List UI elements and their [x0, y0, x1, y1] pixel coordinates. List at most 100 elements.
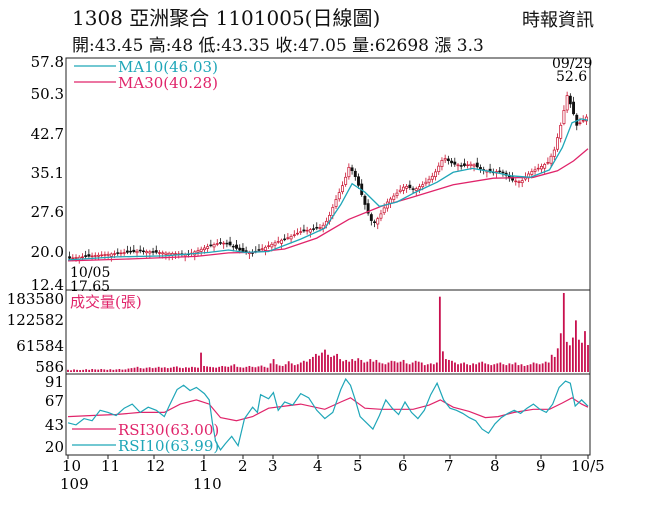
volume-bar: [106, 369, 109, 372]
candle-body: [572, 101, 576, 115]
candle-body: [74, 257, 78, 259]
volume-panel-title: 成交量(張): [70, 293, 142, 311]
volume-bar: [245, 366, 248, 372]
candle-body: [424, 181, 428, 185]
volume-bar: [390, 360, 393, 372]
price-ytick: 57.8: [31, 53, 64, 71]
candle-body: [299, 231, 303, 233]
ma10-legend-label: MA10(46.03): [118, 58, 218, 76]
candle-body: [552, 149, 556, 157]
volume-bar: [584, 331, 586, 372]
candle-body: [414, 188, 418, 191]
candle-body: [421, 184, 425, 188]
volume-bar: [550, 354, 553, 372]
volume-bar: [532, 362, 535, 372]
candle-body: [225, 242, 229, 245]
candle-body: [87, 254, 91, 257]
candle-body: [312, 228, 316, 230]
price-ytick: 12.4: [31, 276, 64, 294]
volume-bar: [478, 362, 481, 372]
volume-bar: [321, 352, 323, 372]
candle-body: [401, 186, 405, 191]
volume-bar: [188, 367, 190, 372]
volume-bar: [203, 365, 205, 372]
candle-body: [382, 207, 386, 214]
candle-body: [450, 160, 454, 164]
candle-body: [549, 155, 553, 164]
volume-bar: [414, 360, 417, 372]
volume-bar: [136, 366, 139, 372]
volume-bar: [393, 361, 396, 372]
volume-bar: [575, 320, 577, 372]
volume-bar: [224, 366, 227, 372]
price-ytick: 42.7: [31, 125, 64, 143]
candle-body: [408, 184, 412, 188]
candle-body: [80, 256, 84, 259]
x-month-label: 11: [101, 457, 120, 475]
volume-bar: [160, 367, 163, 372]
high-value-annotation: 52.6: [556, 69, 587, 85]
candle-body: [235, 244, 238, 249]
price-ytick: 27.6: [31, 203, 64, 221]
volume-bar: [91, 368, 94, 372]
volume-bar: [451, 360, 453, 372]
candle-body: [276, 241, 280, 243]
volume-bar: [475, 364, 478, 372]
candle-body: [260, 248, 264, 250]
volume-bar: [275, 364, 278, 372]
volume-bar: [435, 362, 438, 372]
volume-bar: [157, 366, 160, 372]
candle-body: [514, 180, 518, 183]
volume-bar: [239, 367, 242, 372]
volume-bar: [73, 369, 75, 372]
volume-bar: [327, 354, 329, 372]
volume-bar: [556, 348, 559, 372]
candle-body: [215, 243, 219, 245]
volume-bar: [281, 365, 284, 372]
candle-body: [440, 160, 444, 167]
volume-bar: [502, 364, 505, 372]
volume-bar: [230, 365, 233, 372]
price-ytick: 35.1: [31, 164, 64, 182]
volume-bar: [487, 364, 490, 372]
volume-bar: [405, 363, 408, 372]
volume-bar: [366, 361, 369, 372]
candle-body: [395, 192, 399, 196]
volume-bar: [517, 365, 520, 372]
candle-body: [125, 250, 129, 253]
x-month-label: 3: [268, 457, 278, 475]
candle-body: [363, 195, 367, 205]
volume-bar: [499, 362, 502, 372]
volume-bar: [169, 367, 172, 372]
volume-bar: [124, 369, 127, 372]
volume-bar: [311, 356, 314, 372]
candle-body: [427, 178, 431, 183]
volume-bar: [581, 342, 583, 372]
candle-body: [132, 249, 136, 252]
candle-body: [141, 250, 145, 253]
volume-bar: [441, 351, 444, 372]
volume-bar: [257, 366, 260, 372]
candle-body: [273, 242, 277, 246]
candle-body: [379, 213, 383, 219]
volume-bar: [396, 362, 399, 372]
volume-bar: [526, 365, 529, 372]
x-month-label: 7: [444, 457, 454, 475]
volume-ytick: 122582: [7, 311, 64, 329]
x-month-label: 2: [238, 457, 248, 475]
x-month-label: 9: [536, 457, 546, 475]
volume-bar: [221, 365, 224, 372]
volume-bar: [381, 363, 384, 372]
volume-bar: [429, 363, 432, 372]
volume-bar: [260, 365, 263, 372]
volume-bar: [178, 367, 181, 372]
volume-bar: [484, 363, 487, 372]
candle-body: [154, 250, 158, 253]
candle-body: [106, 253, 110, 256]
candle-body: [209, 244, 213, 247]
volume-bar: [278, 365, 281, 372]
candle-body: [164, 252, 168, 255]
candle-body: [119, 252, 123, 255]
volume-bar: [481, 361, 484, 372]
